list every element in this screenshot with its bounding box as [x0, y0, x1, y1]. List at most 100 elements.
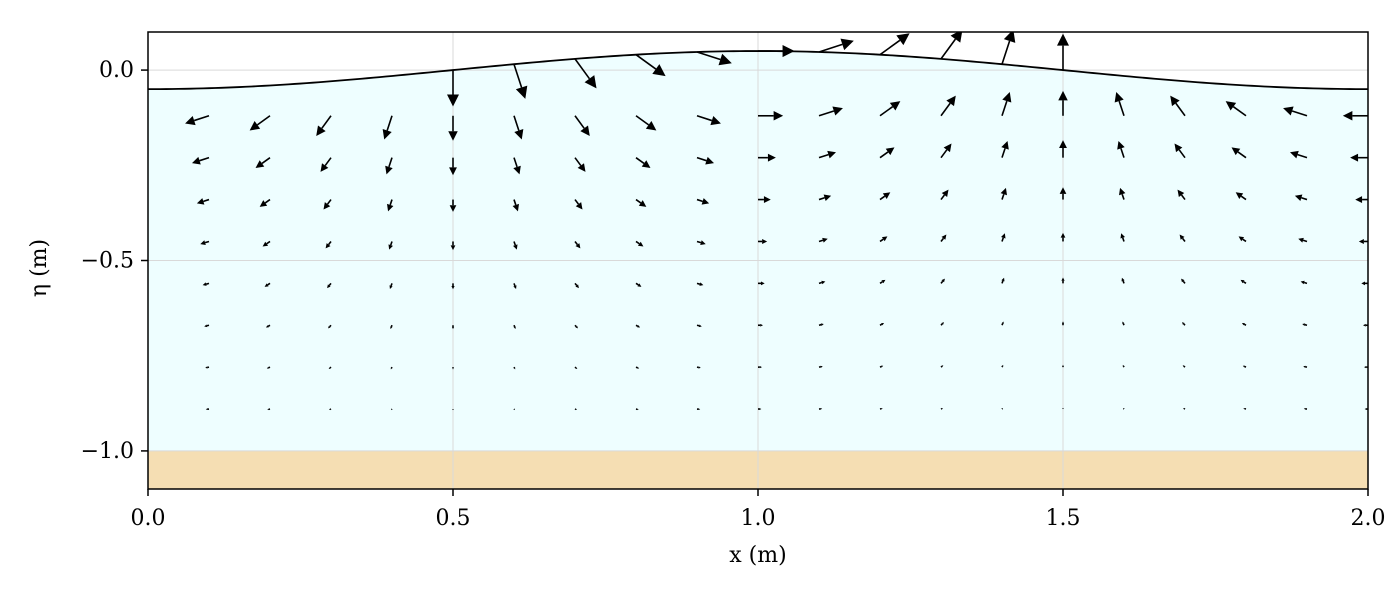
velocity-arrow [389, 283, 393, 289]
velocity-arrow [512, 199, 519, 212]
velocity-arrow [1170, 95, 1186, 117]
velocity-arrow [200, 240, 210, 246]
velocity-arrow [940, 278, 945, 284]
velocity-arrow [696, 282, 704, 286]
velocity-arrow [450, 241, 456, 251]
velocity-arrow [1001, 140, 1009, 158]
velocity-arrow [185, 115, 210, 126]
velocity-arrow [818, 237, 828, 243]
velocity-arrow [758, 281, 765, 286]
velocity-arrow [635, 366, 640, 369]
velocity-arrow [1238, 236, 1247, 243]
x-axis-label: x (m) [729, 543, 786, 568]
velocity-arrow [449, 157, 457, 176]
velocity-arrow [327, 282, 332, 289]
velocity-arrow [1122, 364, 1125, 368]
velocity-arrow [325, 240, 332, 249]
velocity-arrow [513, 63, 528, 99]
velocity-arrow [390, 408, 393, 411]
velocity-arrow [574, 115, 590, 136]
velocity-arrow [1183, 407, 1186, 410]
velocity-arrow [329, 408, 332, 411]
velocity-arrow [635, 198, 647, 207]
y-tick-label: −0.5 [81, 249, 134, 274]
velocity-arrow [818, 106, 843, 117]
velocity-arrow [385, 157, 393, 175]
velocity-arrow [513, 283, 517, 289]
velocity-arrow [1062, 364, 1064, 368]
velocity-arrow [513, 324, 516, 329]
velocity-arrow [390, 324, 393, 329]
velocity-arrow [758, 111, 784, 121]
y-tick-label: −1.0 [81, 439, 134, 464]
velocity-arrow [382, 115, 393, 140]
velocity-arrow [1059, 140, 1067, 158]
velocity-arrow [202, 282, 210, 286]
velocity-arrow [513, 408, 516, 411]
x-tick-label: 0.5 [436, 506, 471, 531]
velocity-arrow [879, 236, 888, 243]
velocity-arrow [1283, 106, 1308, 117]
velocity-arrow [818, 280, 826, 285]
velocity-arrow [1303, 365, 1308, 368]
velocity-arrow [1302, 323, 1308, 327]
x-tick-label: 2.0 [1351, 506, 1386, 531]
velocity-arrow [879, 365, 884, 368]
velocity-arrow [446, 70, 460, 107]
velocity-arrow [320, 157, 332, 172]
velocity-arrow [635, 324, 641, 328]
velocity-arrow [758, 196, 771, 203]
velocity-arrow [635, 282, 642, 287]
velocity-arrow [574, 324, 578, 329]
velocity-arrow [452, 409, 454, 411]
velocity-arrow [448, 115, 458, 141]
velocity-arrow [1062, 407, 1064, 410]
velocity-arrows [185, 32, 1368, 411]
velocity-arrow [1001, 277, 1005, 284]
velocity-arrow [574, 157, 586, 172]
velocity-arrow [249, 115, 271, 131]
velocity-arrow [574, 240, 581, 249]
velocity-arrow [940, 32, 963, 60]
velocity-arrow [1000, 187, 1007, 200]
velocity-arrow [513, 157, 521, 175]
velocity-arrow [1182, 365, 1186, 368]
velocity-arrow [940, 143, 952, 159]
velocity-arrow [879, 33, 910, 56]
velocity-arrow [196, 198, 210, 205]
velocity-arrow [879, 192, 891, 201]
plot-area [148, 32, 1368, 489]
velocity-arrow [1058, 90, 1068, 116]
y-tick-label: 0.0 [99, 58, 134, 83]
velocity-arrow [1056, 33, 1070, 71]
velocity-arrow [191, 156, 210, 165]
velocity-arrow [1182, 322, 1186, 326]
velocity-arrow [758, 366, 762, 369]
x-tick-label: 0.0 [131, 506, 166, 531]
velocity-arrow [758, 323, 764, 327]
x-tick-label: 1.5 [1046, 506, 1081, 531]
velocity-arrow [1119, 187, 1126, 200]
velocity-arrow [696, 198, 710, 205]
velocity-arrow [1174, 143, 1186, 159]
velocity-arrow [940, 95, 956, 117]
velocity-arrow [1061, 321, 1065, 326]
velocity-arrow [1242, 365, 1247, 368]
velocity-arrow [513, 115, 524, 140]
velocity-arrow [449, 199, 457, 212]
y-axis-ticks: 0.0 −0.5 −1.0 [81, 58, 148, 464]
velocity-arrow [758, 408, 762, 410]
velocity-arrow [818, 38, 854, 53]
velocity-arrow [1235, 192, 1247, 201]
velocity-arrow [264, 282, 271, 287]
velocity-arrow [635, 115, 657, 131]
velocity-arrow [574, 58, 597, 89]
velocity-arrow [574, 282, 579, 289]
velocity-arrow [1059, 187, 1067, 200]
velocity-arrow [635, 240, 644, 247]
velocity-arrow [1122, 407, 1125, 410]
velocity-arrow [1225, 101, 1247, 117]
x-axis-ticks: 0.0 0.5 1.0 1.5 2.0 [131, 489, 1386, 531]
velocity-arrow [696, 115, 721, 126]
